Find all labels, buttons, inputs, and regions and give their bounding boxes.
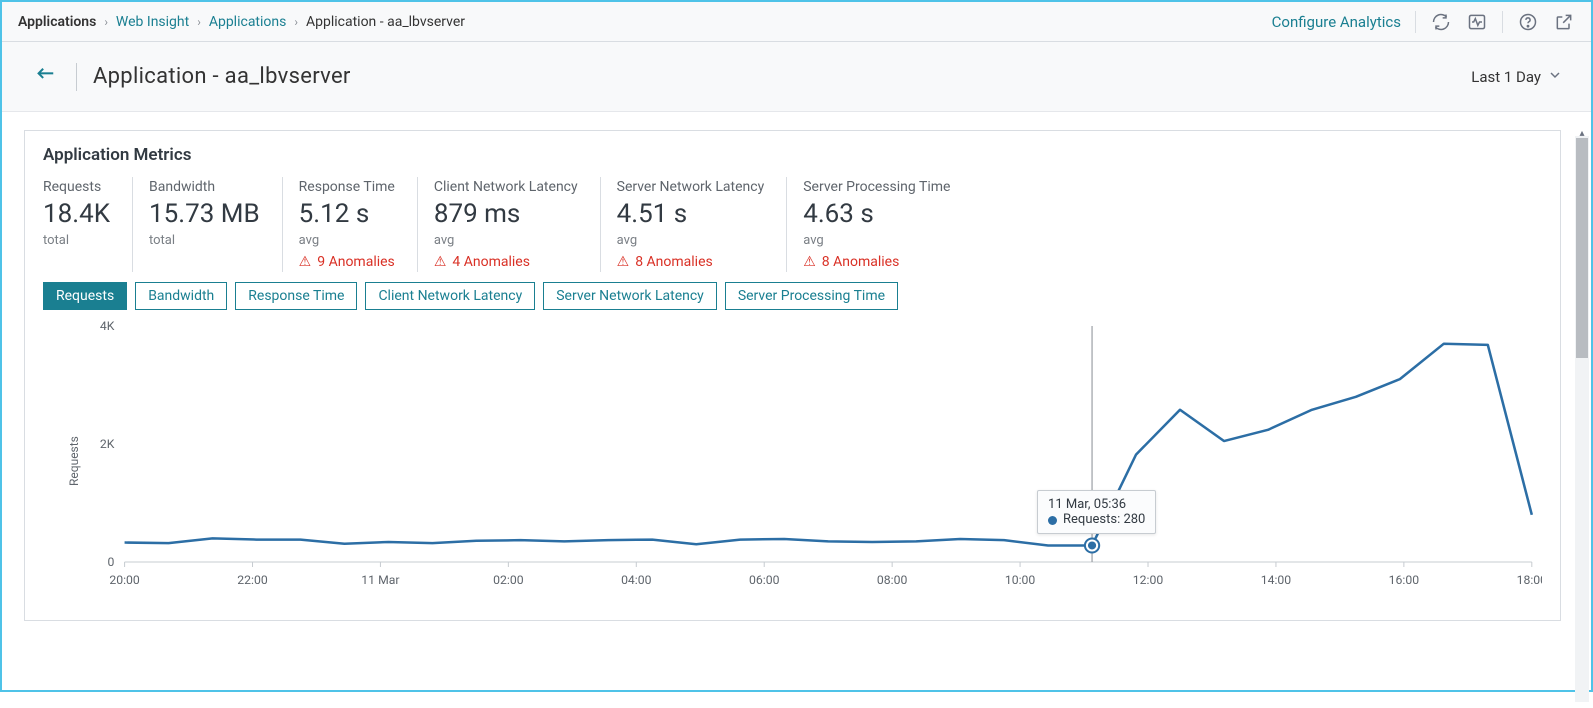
scrollbar-thumb[interactable]	[1576, 138, 1588, 358]
time-range-selector[interactable]: Last 1 Day	[1471, 67, 1563, 87]
topbar-actions: Configure Analytics	[1272, 11, 1575, 33]
metric-sub: avg	[617, 233, 765, 248]
separator	[1415, 11, 1416, 33]
chevron-right-icon: ›	[104, 15, 108, 29]
metric-value: 5.12 s	[299, 199, 395, 229]
chevron-right-icon: ›	[197, 15, 201, 29]
chart-tab-requests[interactable]: Requests	[43, 282, 127, 310]
svg-text:10:00: 10:00	[1005, 573, 1036, 587]
separator	[1502, 11, 1503, 33]
metric-value: 4.63 s	[803, 199, 950, 229]
chart-tab-response-time[interactable]: Response Time	[235, 282, 357, 310]
external-link-icon[interactable]	[1553, 11, 1575, 33]
svg-text:04:00: 04:00	[621, 573, 652, 587]
metric-bandwidth: Bandwidth 15.73 MB total	[149, 177, 283, 272]
svg-text:02:00: 02:00	[493, 573, 524, 587]
configure-analytics-link[interactable]: Configure Analytics	[1272, 13, 1401, 31]
metric-value: 15.73 MB	[149, 199, 260, 229]
metric-response-time: Response Time 5.12 s avg ⚠9 Anomalies	[299, 177, 418, 272]
metric-value: 879 ms	[434, 199, 578, 229]
page-title: Application - aa_lbvserver	[93, 64, 351, 89]
warning-icon: ⚠	[617, 254, 630, 270]
metric-label: Server Network Latency	[617, 179, 765, 195]
chart-tooltip: 11 Mar, 05:36 Requests: 280	[1037, 490, 1156, 534]
svg-text:08:00: 08:00	[877, 573, 908, 587]
chart-tabs: Requests Bandwidth Response Time Client Net…	[43, 282, 1542, 310]
svg-text:20:00: 20:00	[109, 573, 140, 587]
chart-tab-server-network-latency[interactable]: Server Network Latency	[543, 282, 717, 310]
chevron-right-icon: ›	[294, 15, 298, 29]
warning-icon: ⚠	[803, 254, 816, 270]
breadcrumb-item: Applications	[18, 14, 96, 30]
back-button[interactable]	[30, 66, 60, 88]
tooltip-value: 280	[1123, 512, 1145, 527]
refresh-icon[interactable]	[1430, 11, 1452, 33]
chart-tab-client-network-latency[interactable]: Client Network Latency	[365, 282, 535, 310]
metric-anomalies[interactable]: ⚠8 Anomalies	[617, 254, 765, 270]
separator	[76, 63, 77, 91]
help-icon[interactable]	[1517, 11, 1539, 33]
warning-icon: ⚠	[299, 254, 312, 270]
metric-sub: avg	[434, 233, 578, 248]
svg-text:18:00: 18:00	[1517, 573, 1542, 587]
warning-icon: ⚠	[434, 254, 447, 270]
breadcrumb-item[interactable]: Web Insight	[116, 14, 189, 30]
metric-value: 4.51 s	[617, 199, 765, 229]
svg-text:4K: 4K	[100, 319, 115, 333]
svg-text:11 Mar: 11 Mar	[361, 573, 399, 587]
svg-text:16:00: 16:00	[1389, 573, 1420, 587]
metrics-row: Requests 18.4K total Bandwidth 15.73 MB total…	[43, 177, 1542, 272]
svg-text:22:00: 22:00	[237, 573, 268, 587]
heartbeat-icon[interactable]	[1466, 11, 1488, 33]
chart-area: Requests 0 2K 4K 20:00 22:00 11 Mar 02:00 04:00…	[43, 316, 1542, 596]
breadcrumb-item: Application - aa_lbvserver	[306, 14, 465, 30]
svg-text:14:00: 14:00	[1261, 573, 1292, 587]
metric-sub: avg	[803, 233, 950, 248]
page-header: Application - aa_lbvserver Last 1 Day	[2, 42, 1591, 112]
svg-text:0: 0	[108, 555, 115, 569]
metric-label: Response Time	[299, 179, 395, 195]
tooltip-series-dot	[1048, 516, 1057, 525]
time-range-label: Last 1 Day	[1471, 68, 1541, 86]
metric-client-network-latency: Client Network Latency 879 ms avg ⚠4 Anomal…	[434, 177, 601, 272]
metric-label: Server Processing Time	[803, 179, 950, 195]
chart-tab-server-processing-time[interactable]: Server Processing Time	[725, 282, 898, 310]
top-breadcrumb-bar: Applications › Web Insight › Applications › Ap…	[2, 2, 1591, 42]
metric-server-processing-time: Server Processing Time 4.63 s avg ⚠8 Anomal…	[803, 177, 972, 272]
metric-server-network-latency: Server Network Latency 4.51 s avg ⚠8 Anomal…	[617, 177, 788, 272]
metric-requests: Requests 18.4K total	[43, 177, 133, 272]
breadcrumb: Applications › Web Insight › Applications › Ap…	[18, 14, 465, 30]
svg-text:06:00: 06:00	[749, 573, 780, 587]
requests-line-chart[interactable]: 0 2K 4K 20:00 22:00 11 Mar 02:00 04:00 06:00 08:0…	[43, 316, 1542, 596]
metric-sub: total	[43, 233, 110, 248]
metric-anomalies[interactable]: ⚠4 Anomalies	[434, 254, 578, 270]
metric-value: 18.4K	[43, 199, 110, 229]
y-axis-label: Requests	[67, 436, 81, 486]
metric-anomalies[interactable]: ⚠9 Anomalies	[299, 254, 395, 270]
breadcrumb-item[interactable]: Applications	[209, 14, 287, 30]
chart-tab-bandwidth[interactable]: Bandwidth	[135, 282, 227, 310]
tooltip-timestamp: 11 Mar, 05:36	[1048, 497, 1145, 512]
tooltip-series-label: Requests	[1063, 512, 1117, 527]
card-title: Application Metrics	[43, 145, 1542, 165]
metric-sub: avg	[299, 233, 395, 248]
svg-text:2K: 2K	[100, 437, 115, 451]
content-area: ▴ Application Metrics Requests18.4Ktotal…	[2, 130, 1591, 708]
metric-label: Requests	[43, 179, 110, 195]
metric-label: Bandwidth	[149, 179, 260, 195]
metric-anomalies[interactable]: ⚠8 Anomalies	[803, 254, 950, 270]
metric-label: Client Network Latency	[434, 179, 578, 195]
metric-sub: total	[149, 233, 260, 248]
chevron-down-icon	[1547, 67, 1563, 87]
application-metrics-card: Application Metrics Requests18.4KtotalBa…	[24, 130, 1561, 621]
svg-text:12:00: 12:00	[1133, 573, 1164, 587]
